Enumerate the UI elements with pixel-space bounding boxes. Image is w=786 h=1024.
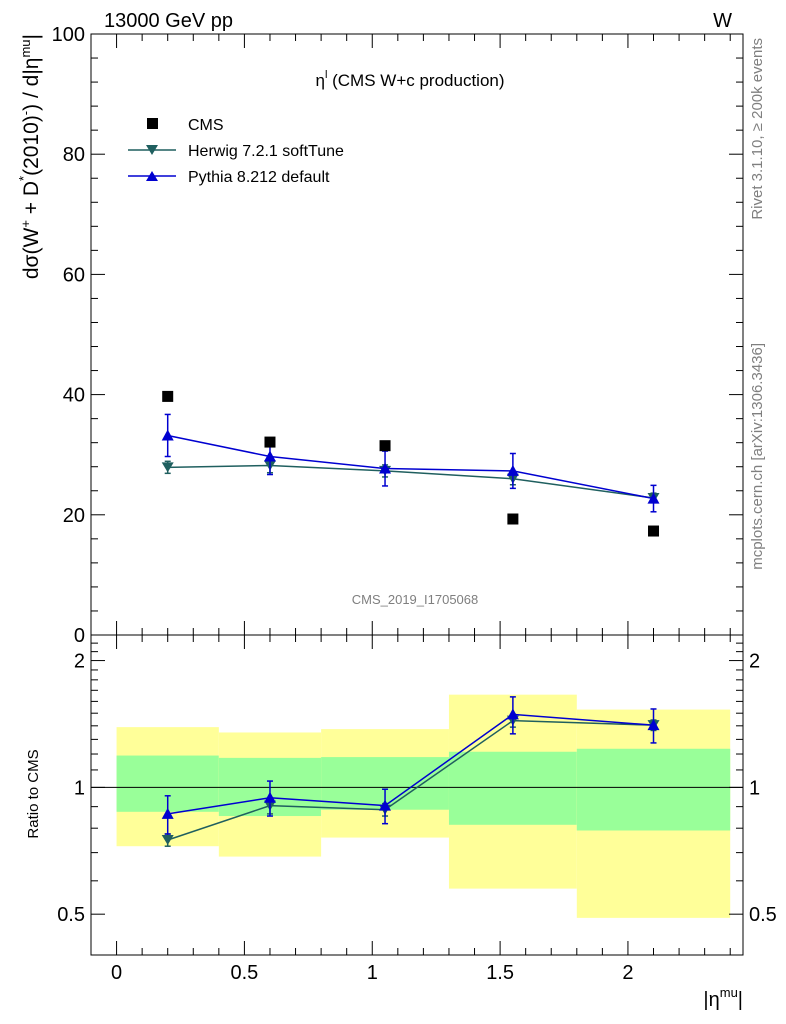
title-eta: η (315, 71, 324, 90)
cms-data-point (507, 513, 519, 525)
main-axis-ticks: 0 20 40 60 80 100 (52, 24, 743, 647)
legend-pythia-marker (146, 171, 158, 181)
pythia-ratio-point (647, 719, 660, 731)
ratio-y-tick-label-left: 1 (74, 777, 85, 799)
ratio-y-tick-label-right: 0.5 (749, 904, 777, 926)
x-tick-label: 0.5 (231, 962, 259, 984)
main-y-tick-label: 80 (63, 144, 85, 166)
main-y-tick-label: 20 (63, 505, 85, 527)
analysis-watermark: CMS_2019_I1705068 (352, 592, 479, 607)
main-y-tick-label: 40 (63, 385, 85, 407)
x-axis-label: |ηmu| (703, 985, 743, 1011)
ratio-y-tick-label-right: 1 (749, 777, 760, 799)
cms-data-point (264, 436, 276, 448)
mcplots-source-label: mcplots.cern.ch [arXiv:1306.3436] (749, 343, 766, 570)
main-y-axis-label: dσ(W+ + D*(2010)-) / d|ηmu| (16, 34, 43, 279)
green-uncertainty-band (576, 748, 731, 831)
ratio-frame (90, 634, 744, 956)
pythia-point (647, 492, 660, 504)
ratio-y-tick-label-right: 2 (749, 651, 760, 673)
legend: CMS Herwig 7.2.1 softTune Pythia 8.212 d… (128, 117, 344, 186)
legend-herwig-label: Herwig 7.2.1 softTune (188, 143, 344, 160)
ratio-data-series (161, 696, 660, 847)
x-tick-label: 0 (111, 962, 122, 984)
ratio-uncertainty-bands (91, 694, 743, 918)
x-tick-label: 1.5 (486, 962, 514, 984)
rivet-version-label: Rivet 3.1.10, ≥ 200k events (749, 38, 766, 220)
main-y-tick-label: 0 (74, 625, 85, 647)
main-plot-title: ηl (CMS W+c production) (315, 69, 504, 90)
title-superscript: l (325, 69, 327, 81)
herwig-line (167, 464, 654, 499)
pythia-point (263, 450, 276, 462)
ratio-y-axis-label: Ratio to CMS (25, 749, 42, 838)
ratio-y-tick-label-left: 2 (74, 651, 85, 673)
legend-cms-marker (147, 118, 158, 129)
pythia-ratio-point (506, 708, 519, 720)
pythia-ratio-point (161, 807, 174, 819)
legend-cms-label: CMS (188, 117, 224, 134)
main-panel: ηl (CMS W+c production) CMS_2019_I170506… (16, 24, 744, 647)
herwig-point (161, 462, 174, 473)
cms-data-point (162, 390, 174, 402)
ratio-panel: 0.5 0.5 1 1 2 2 0 0.5 1 1.5 2 Ratio to CMS |ηmu| (25, 634, 777, 1011)
pythia-ratio-point (263, 791, 276, 803)
legend-pythia-label: Pythia 8.212 default (188, 169, 330, 186)
legend-herwig-marker (146, 145, 158, 155)
title-rest: (CMS W+c production) (327, 71, 504, 90)
x-tick-label: 2 (622, 962, 633, 984)
green-uncertainty-band (448, 751, 577, 825)
header-energy-label: 13000 GeV pp (104, 10, 233, 32)
main-y-tick-label: 100 (52, 24, 85, 46)
ratio-y-tick-label-left: 0.5 (57, 904, 85, 926)
pythia-ratio-point (379, 799, 392, 811)
main-y-tick-label: 60 (63, 264, 85, 286)
ratio-axis-ticks: 0.5 0.5 1 1 2 2 0 0.5 1 1.5 2 (57, 634, 777, 984)
pythia-point (161, 429, 174, 441)
pythia-point (379, 462, 392, 474)
main-data-series (161, 390, 660, 537)
pythia-line (167, 434, 654, 500)
pythia-point (506, 464, 519, 476)
x-tick-label: 1 (367, 962, 378, 984)
herwig-ratio-point (161, 835, 174, 846)
cms-data-point (648, 525, 660, 537)
header-process-label: W (713, 10, 732, 32)
cms-data-point (379, 440, 391, 452)
